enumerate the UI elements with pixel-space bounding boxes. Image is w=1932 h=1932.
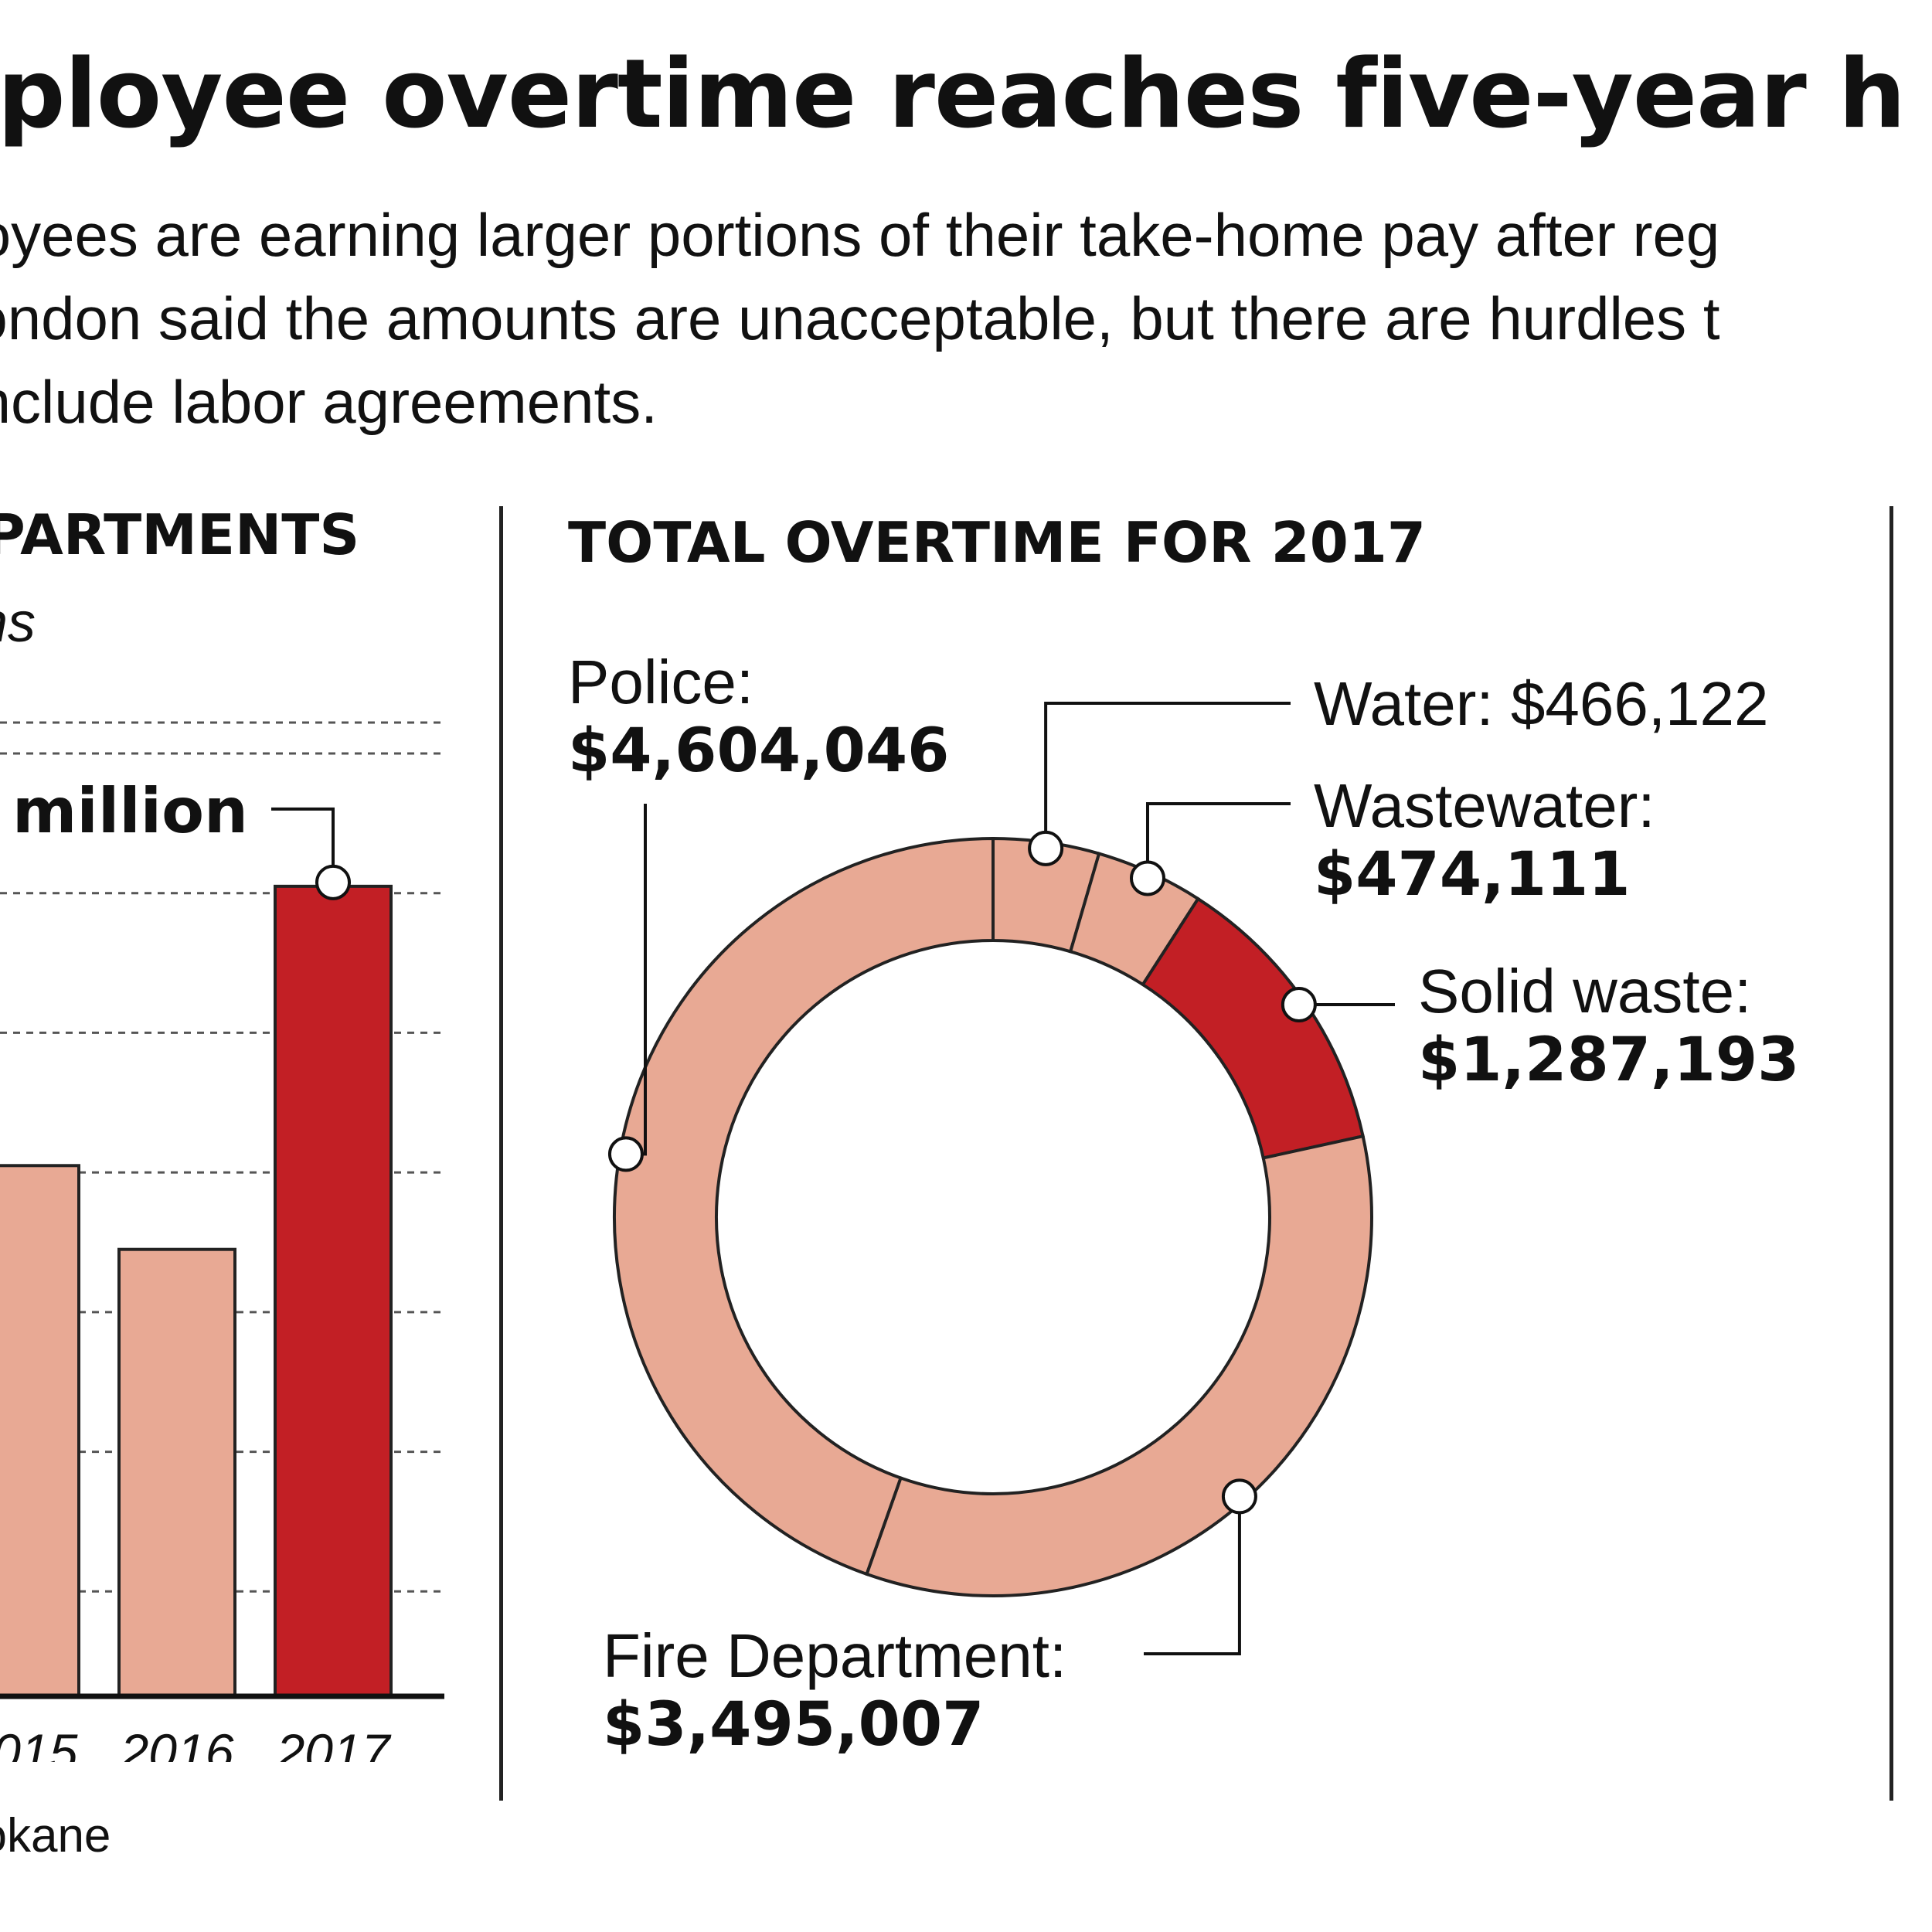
slice-marker (1281, 987, 1317, 1023)
bar-chart: 2015 2016 2017 .9 million (0, 721, 444, 1762)
bar (117, 1247, 236, 1698)
slice-value: $474,111 (1314, 840, 1631, 910)
x-tick-label: 2016 (120, 1723, 234, 1762)
dek: ployees are earning larger portions of t… (0, 193, 1720, 444)
donut-chart: Water: $466,122 Wastewater:$474,111 Solid … (568, 648, 1799, 1760)
panel-divider (499, 506, 503, 1801)
slice-leader (1144, 1512, 1241, 1655)
x-tick-label: 2017 (276, 1723, 392, 1762)
bar (0, 1164, 80, 1698)
donut-slice (864, 1134, 1373, 1597)
slice-value: $3,495,007 (603, 1690, 984, 1760)
slice-marker (1221, 1478, 1257, 1515)
slice-leader (1044, 702, 1291, 833)
donut-slice (1141, 896, 1366, 1160)
slice-marker (1129, 860, 1165, 896)
dek-line: ployees are earning larger portions of t… (0, 201, 1720, 269)
bar-chart-subtitle: ns (0, 592, 36, 654)
headline: nployee overtime reaches five-year h (0, 39, 1906, 150)
bar-callout-label: .9 million (0, 775, 248, 847)
slice-value: $466,122 (1511, 669, 1769, 738)
slice-value: $4,604,046 (568, 716, 949, 786)
slice-value: $1,287,193 (1418, 1026, 1799, 1095)
bar (274, 884, 393, 1698)
slice-label: Solid waste: (1418, 957, 1751, 1026)
source-note: ookane (0, 1809, 111, 1862)
slice-label: Fire Department: (603, 1621, 1066, 1690)
dek-line: t include labor agreements. (0, 368, 658, 436)
callout-marker (315, 864, 351, 900)
x-tick-label: 2015 (0, 1723, 78, 1762)
slice-label: Water: $466,122 (1314, 669, 1769, 738)
callout-leader (271, 807, 335, 875)
slice-label: Police: (568, 648, 753, 716)
donut-chart-title: TOTAL OVERTIME FOR 2017 (568, 510, 1426, 575)
panel-divider (1889, 506, 1893, 1801)
dek-line: Condon said the amounts are unacceptable… (0, 284, 1720, 352)
slice-marker (1028, 830, 1064, 866)
slice-label: Wastewater: (1314, 771, 1655, 840)
donut-slice (613, 836, 995, 1577)
bar-chart-title: PARTMENTS (0, 502, 360, 567)
slice-marker (607, 1136, 644, 1172)
slice-leader (1145, 802, 1291, 863)
